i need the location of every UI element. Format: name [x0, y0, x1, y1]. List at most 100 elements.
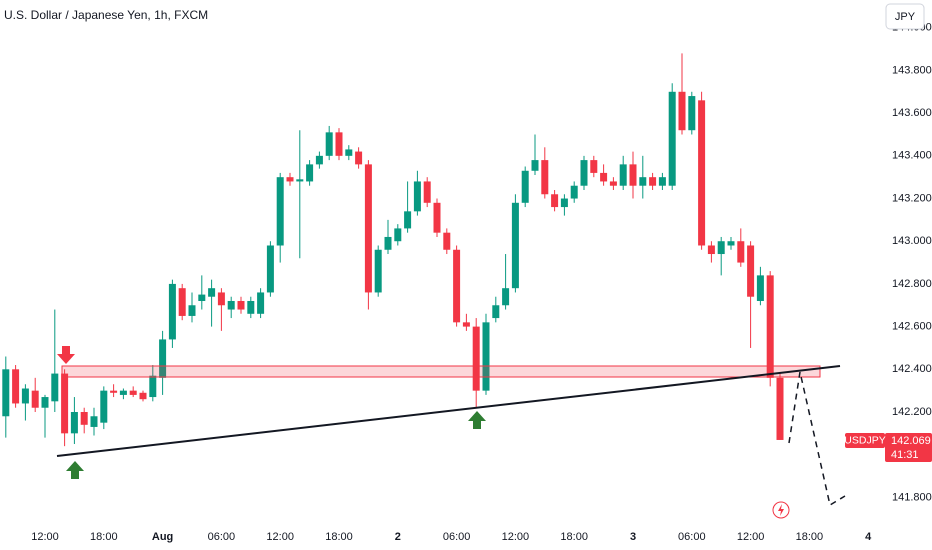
up-arrow: [468, 411, 486, 429]
candle-body: [502, 288, 510, 306]
candle-body: [423, 181, 431, 203]
resistance-zone: [61, 365, 821, 378]
projection-path: [788, 371, 846, 507]
candle-body: [698, 100, 706, 246]
candle-body: [727, 241, 735, 246]
price-tag-price: 142.069: [891, 435, 931, 447]
y-tick-label: 143.200: [892, 192, 932, 204]
y-tick-label: 142.600: [892, 321, 932, 333]
trend-line: [56, 365, 841, 457]
down-arrow: [57, 346, 75, 364]
currency-button-label: JPY: [895, 11, 916, 23]
candle-body: [149, 375, 157, 398]
candle-body: [168, 283, 176, 340]
x-tick-label: 18:00: [90, 531, 118, 543]
candle-body: [286, 177, 294, 182]
candle-body: [551, 194, 559, 208]
x-tick-label: 06:00: [443, 531, 471, 543]
candle-body: [325, 132, 333, 156]
price-tag-countdown: 41:31: [891, 449, 919, 461]
candle-body: [639, 177, 647, 186]
candle-body: [590, 160, 598, 173]
candle-body: [678, 91, 686, 131]
candle-body: [315, 155, 323, 165]
x-tick-label: 18:00: [325, 531, 353, 543]
x-tick-label: 18:00: [796, 531, 824, 543]
y-tick-label: 143.000: [892, 235, 932, 247]
candle-body: [570, 185, 578, 199]
candle-body: [668, 91, 676, 186]
x-tick-label: 12:00: [31, 531, 59, 543]
candle-body: [335, 132, 343, 156]
candle-body: [296, 179, 304, 182]
candle-body: [21, 388, 29, 404]
x-tick-label: 12:00: [266, 531, 294, 543]
chart-title: U.S. Dollar / Japanese Yen, 1h, FXCM: [4, 8, 208, 22]
candle-body: [276, 177, 284, 246]
candle-body: [766, 275, 774, 378]
candle-body: [756, 275, 764, 301]
candle-body: [717, 241, 725, 255]
candle-body: [257, 292, 265, 314]
y-tick-label: 141.800: [892, 491, 932, 503]
candle-body: [198, 294, 206, 301]
up-arrow: [66, 461, 84, 479]
plot-area: [2, 53, 784, 447]
candle-body: [51, 373, 59, 402]
candle-body: [374, 249, 382, 293]
candle-body: [2, 369, 10, 417]
candle-body: [600, 172, 608, 182]
x-tick-label: 3: [630, 531, 636, 543]
candle-body: [531, 160, 539, 171]
candle-body: [237, 300, 245, 310]
candle-body: [266, 245, 274, 293]
price-tag-symbol: USDJPY: [844, 435, 885, 447]
candle-body: [394, 228, 402, 242]
y-tick-label: 143.400: [892, 150, 932, 162]
candle-body: [90, 416, 98, 427]
candle-body: [707, 245, 715, 255]
candle-body: [560, 198, 568, 208]
candle-body: [629, 164, 637, 186]
candle-body: [100, 390, 108, 423]
y-tick-label: 143.600: [892, 107, 932, 119]
x-tick-label: 06:00: [678, 531, 706, 543]
candle-body: [247, 300, 255, 314]
x-tick-label: 12:00: [737, 531, 765, 543]
candle-body: [61, 373, 69, 434]
candle-body: [119, 390, 127, 395]
y-tick-label: 142.400: [892, 363, 932, 375]
y-tick-label: 143.800: [892, 64, 932, 76]
x-tick-label: 2: [395, 531, 401, 543]
x-tick-label: Aug: [152, 531, 173, 543]
candle-body: [472, 326, 480, 391]
currency-button[interactable]: [885, 3, 925, 30]
candle-body: [31, 390, 39, 408]
candle-body: [541, 160, 549, 195]
candle-body: [345, 149, 353, 156]
candle-body: [217, 292, 225, 306]
candle-body: [688, 96, 696, 131]
candle-body: [511, 202, 519, 289]
candle-body: [658, 177, 666, 186]
candle-body: [384, 236, 392, 250]
candle-body: [521, 170, 529, 203]
drawings: [56, 346, 846, 519]
candle-body: [453, 249, 461, 323]
candle-body: [737, 241, 745, 263]
y-tick-label: 142.800: [892, 278, 932, 290]
candle-body: [462, 322, 470, 327]
candle-body: [776, 377, 784, 440]
candle-body: [227, 300, 235, 310]
candle-body: [413, 181, 421, 212]
candle-body: [178, 288, 186, 316]
candle-body: [110, 390, 118, 393]
y-tick-label: 142.200: [892, 406, 932, 418]
candle-body: [208, 288, 216, 297]
x-tick-label: 18:00: [560, 531, 588, 543]
candle-body: [306, 164, 314, 182]
candle-body: [619, 164, 627, 186]
candle-body: [12, 369, 20, 404]
